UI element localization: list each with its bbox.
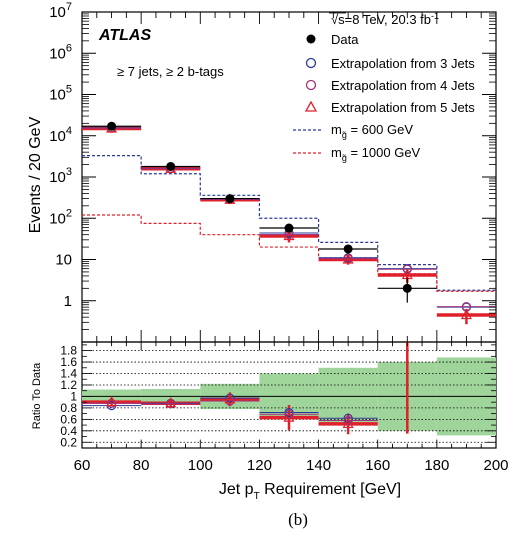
atlas-label: ATLAS	[98, 27, 151, 44]
ext5-marker-7	[460, 308, 472, 320]
x-tick-label-3: 100	[188, 457, 213, 474]
ext5-marker-4	[283, 229, 295, 241]
y-tick-label-1: 107	[49, 1, 72, 21]
histogram-layer	[82, 121, 496, 325]
y-tick-label-7: 10	[55, 252, 72, 269]
ratio-ext4-marker-1	[106, 398, 117, 408]
y-tick-label-6: 102	[49, 207, 72, 227]
selection-label: ≥ 7 jets, ≥ 2 b-tags	[117, 64, 224, 79]
y-tick-label-3: 105	[49, 84, 72, 104]
legend-ext5-label: Extrapolation from 5 Jets	[331, 100, 475, 115]
ratio-ext4-marker-2	[166, 399, 176, 409]
ratio-ext4-marker-5	[343, 415, 353, 426]
y-tick-label-2: 106	[49, 42, 72, 62]
x-axis-title: Jet pT Requirement [GeV]	[219, 481, 401, 502]
legend-data-label: Data	[331, 32, 359, 47]
ratio-ext4-marker-4	[284, 409, 294, 419]
y-tick-label-5: 103	[49, 166, 72, 186]
ratio-tick-label-3: 1.4	[60, 367, 77, 381]
ratio-layer	[82, 342, 409, 435]
ratio-tick-label-9: 0.2	[60, 435, 77, 449]
ratio-axis-title: Ratio To Data	[31, 362, 43, 429]
signal-600-histogram	[82, 155, 496, 291]
x-tick-label-7: 180	[424, 457, 449, 474]
legend-ext4-label: Extrapolation from 4 Jets	[331, 78, 475, 93]
data-point-5	[343, 244, 353, 254]
ratio-tick-label-2: 1.6	[60, 355, 77, 369]
ratio-ext3-marker-5	[343, 413, 353, 423]
signal-1000-histogram	[82, 214, 496, 292]
legend-data-marker	[306, 34, 316, 44]
x-tick-label-2: 80	[133, 457, 150, 474]
legend-ext5-marker	[304, 100, 318, 112]
figure-caption: (b)	[288, 510, 308, 529]
ratio-tick-label-8: 0.4	[60, 424, 77, 438]
ratio-ext5-marker-2	[165, 397, 177, 408]
ratio-ext5-marker-3	[224, 393, 236, 404]
x-tick-label-8: 200	[483, 457, 508, 474]
data-point-4	[284, 223, 294, 233]
y-tick-label-8: 1	[64, 293, 72, 310]
x-tick-label-4: 120	[247, 457, 272, 474]
ratio-tick-label-1: 1.8	[60, 344, 77, 358]
data-point-3	[225, 194, 235, 204]
ratio-tick-label-6: 0.8	[60, 401, 77, 415]
x-tick-label-6: 160	[365, 457, 390, 474]
energy-label: √s=8 TeV, 20.3 fb-1	[331, 11, 439, 27]
data-point-1	[107, 121, 117, 131]
legend-ext3-label: Extrapolation from 3 Jets	[331, 56, 475, 71]
y-axis-title: Events / 20 GeV	[27, 116, 44, 233]
x-tick-label-1: 60	[74, 457, 91, 474]
x-tick-label-5: 140	[306, 457, 331, 474]
legend-ext4-marker	[305, 79, 317, 91]
ratio-tick-label-7: 0.6	[60, 412, 77, 426]
ext5-marker-5	[342, 253, 354, 264]
ratio-ext5-marker-1	[106, 395, 118, 407]
ratio-tick-label-5: 1	[70, 389, 77, 403]
legend-ext3-marker	[305, 57, 317, 69]
legend-sig1000-label: mg̃ = 1000 GeV	[331, 145, 421, 163]
ext4-marker-6	[402, 264, 412, 274]
legend-sig600-label: mg̃ = 600 GeV	[331, 122, 413, 140]
ratio-tick-label-4: 1.2	[60, 378, 77, 392]
ratio-ext5-marker-4	[283, 411, 295, 422]
data-point-6	[402, 283, 412, 293]
data-point-2	[166, 161, 176, 171]
y-tick-label-4: 104	[49, 125, 72, 145]
ratio-ext5-marker-5	[342, 417, 354, 429]
